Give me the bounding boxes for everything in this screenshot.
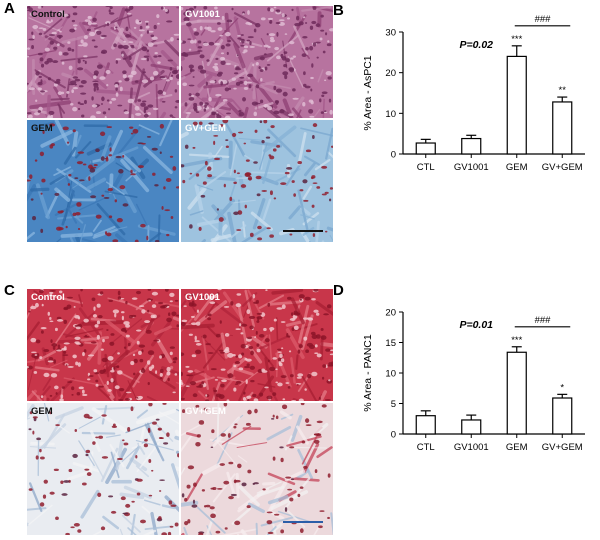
tile-label: GV1001 — [185, 292, 220, 303]
micrograph-texture — [181, 289, 333, 401]
y-axis-label: % Area - PANC1 — [362, 334, 374, 412]
x-tick-label: CTL — [417, 162, 435, 173]
comparison-label: ### — [535, 315, 552, 326]
tile-label: Control — [31, 9, 65, 20]
micrograph-control-c: Control — [27, 289, 179, 401]
significance-marker: ** — [559, 85, 567, 96]
tile-label: Control — [31, 292, 65, 303]
micrograph-gem-c: GEM — [27, 403, 179, 535]
micrograph-gvgem-a: GV+GEM — [181, 120, 333, 242]
x-tick-label: GEM — [506, 442, 528, 453]
x-tick-label: GV+GEM — [542, 162, 583, 173]
y-tick-label: 10 — [385, 109, 396, 120]
bar — [506, 351, 527, 435]
x-tick-label: GV+GEM — [542, 442, 583, 453]
tile-label: GV+GEM — [185, 406, 226, 417]
micrograph-gem-a: GEM — [27, 120, 179, 242]
y-tick-label: 20 — [385, 68, 396, 79]
micrograph-texture — [27, 120, 179, 242]
micrograph-gv1001-a: GV1001 — [181, 6, 333, 118]
micrograph-texture — [181, 6, 333, 118]
y-axis-label: % Area - AsPC1 — [362, 55, 374, 130]
x-tick-label: GV1001 — [454, 442, 489, 453]
chart-svg: 0 10 20 30 % Area - AsPC1 CTL GV1001 *** GEM ** GV… — [362, 14, 585, 173]
panel-letter-b: B — [333, 2, 344, 19]
comparison-label: ### — [535, 14, 552, 25]
bar — [415, 142, 436, 155]
micrograph-texture — [181, 120, 333, 242]
y-tick-label: 10 — [385, 369, 396, 380]
panel-letter-c: C — [4, 282, 15, 299]
bar — [552, 101, 573, 155]
bar — [415, 415, 436, 435]
tile-label: GV+GEM — [185, 123, 226, 134]
micrograph-texture — [27, 289, 179, 401]
panel-letter-a: A — [4, 0, 15, 17]
bar — [461, 419, 482, 435]
x-tick-label: GEM — [506, 162, 528, 173]
bar — [506, 55, 527, 155]
significance-marker: *** — [511, 335, 522, 346]
bar-chart-panc1: 0 5 10 15 20 % Area - PANC1 CTL GV1001 *** GEM * GV… — [345, 294, 595, 524]
y-tick-label: 30 — [385, 28, 396, 39]
significance-marker: * — [560, 382, 564, 393]
scale-bar — [283, 521, 323, 523]
y-tick-label: 0 — [391, 430, 396, 441]
p-value-label: P=0.02 — [459, 39, 493, 51]
significance-marker: *** — [511, 34, 522, 45]
micrograph-texture — [27, 403, 179, 535]
tile-label: GEM — [31, 406, 53, 417]
micrograph-control-a: Control — [27, 6, 179, 118]
y-tick-label: 5 — [391, 399, 396, 410]
y-tick-label: 20 — [385, 308, 396, 319]
micrograph-gv1001-c: GV1001 — [181, 289, 333, 401]
bar-chart-aspc1: 0 10 20 30 % Area - AsPC1 CTL GV1001 *** GEM ** GV… — [345, 14, 595, 244]
tile-label: GV1001 — [185, 9, 220, 20]
scale-bar — [283, 230, 323, 232]
y-tick-label: 15 — [385, 338, 396, 349]
x-tick-label: CTL — [417, 442, 435, 453]
bar — [552, 397, 573, 435]
panel-letter-d: D — [333, 282, 344, 299]
micrograph-texture — [27, 6, 179, 118]
bar — [461, 137, 482, 155]
p-value-label: P=0.01 — [459, 319, 493, 331]
micrograph-gvgem-c: GV+GEM — [181, 403, 333, 535]
x-tick-label: GV1001 — [454, 162, 489, 173]
y-tick-label: 0 — [391, 150, 396, 161]
micrograph-texture — [181, 403, 333, 535]
chart-svg: 0 5 10 15 20 % Area - PANC1 CTL GV1001 *** GEM * GV… — [362, 308, 585, 453]
tile-label: GEM — [31, 123, 53, 134]
